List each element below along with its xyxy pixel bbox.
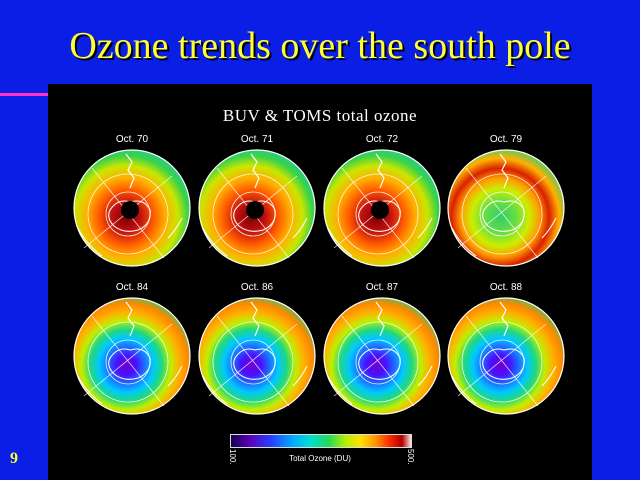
ozone-figure: BUV & TOMS total ozone Oct. 70 Oct. 71 Oct… bbox=[48, 84, 592, 480]
ozone-polar-map bbox=[323, 149, 441, 267]
ozone-polar-map bbox=[73, 149, 191, 267]
ozone-map-cell: Oct. 87 bbox=[320, 282, 444, 432]
ozone-polar-map bbox=[198, 297, 316, 415]
ozone-map-cell: Oct. 86 bbox=[195, 282, 319, 432]
map-date-label: Oct. 84 bbox=[115, 282, 149, 293]
slide-number: 9 bbox=[10, 450, 18, 467]
map-date-label: Oct. 71 bbox=[240, 134, 274, 145]
map-date-label: Oct. 88 bbox=[489, 282, 523, 293]
ozone-map-cell: Oct. 72 bbox=[320, 134, 444, 284]
map-date-label: Oct. 72 bbox=[365, 134, 399, 145]
map-date-label: Oct. 70 bbox=[115, 134, 149, 145]
ozone-map-cell: Oct. 79 bbox=[444, 134, 568, 284]
ozone-polar-map bbox=[198, 149, 316, 267]
ozone-polar-map bbox=[447, 149, 565, 267]
accent-bar bbox=[0, 93, 50, 96]
ozone-polar-map bbox=[323, 297, 441, 415]
colorbar bbox=[230, 434, 412, 448]
colorbar-label: Total Ozone (DU) bbox=[289, 454, 351, 463]
ozone-map-cell: Oct. 88 bbox=[444, 282, 568, 432]
figure-title: BUV & TOMS total ozone bbox=[222, 106, 418, 125]
map-date-label: Oct. 86 bbox=[240, 282, 274, 293]
colorbar-max-label: 500. bbox=[406, 449, 415, 465]
ozone-map-cell: Oct. 71 bbox=[195, 134, 319, 284]
ozone-polar-map bbox=[73, 297, 191, 415]
map-date-label: Oct. 87 bbox=[365, 282, 399, 293]
map-date-label: Oct. 79 bbox=[489, 134, 523, 145]
ozone-map-cell: Oct. 84 bbox=[70, 282, 194, 432]
ozone-map-cell: Oct. 70 bbox=[70, 134, 194, 284]
ozone-polar-map bbox=[447, 297, 565, 415]
slide-title: Ozone trends over the south pole bbox=[69, 25, 571, 67]
